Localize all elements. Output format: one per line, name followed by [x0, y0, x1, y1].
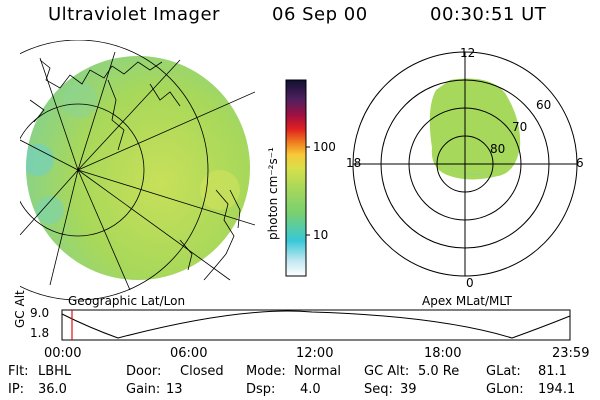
colorbar-unit-label: photon cm⁻²s⁻¹	[266, 147, 280, 240]
gc-alt-value: 5.0 Re	[418, 364, 460, 379]
altitude-curve	[61, 310, 571, 339]
ip-label: IP:	[8, 382, 25, 397]
seq-value: 39	[400, 382, 417, 397]
mlt-label-12: 12	[460, 46, 476, 60]
geographic-image-panel	[20, 40, 255, 300]
polar-caption: Apex MLat/MLT	[422, 294, 512, 308]
gc-alt-label: GC Alt:	[364, 364, 410, 379]
glat-value: 81.1	[538, 364, 567, 379]
time-tick-0000: 00:00	[44, 346, 82, 361]
glon-label: GLon:	[486, 382, 524, 397]
mlt-label-6: 6	[576, 156, 584, 170]
mode-label: Mode:	[246, 364, 286, 379]
lat-label-70: 70	[512, 120, 528, 134]
earth-disk	[26, 56, 250, 280]
coastlines	[29, 59, 241, 281]
lat-lon-grid	[20, 40, 255, 300]
time-tick-2359: 23:59	[552, 346, 590, 361]
gain-value: 13	[166, 382, 183, 397]
geo-caption: Geographic Lat/Lon	[68, 294, 186, 308]
door-value: Closed	[180, 364, 224, 379]
colorbar-tick-100: 100	[313, 140, 336, 154]
time-label: 00:30:51 UT	[430, 4, 547, 25]
polar-grid	[352, 51, 578, 277]
dsp-value: 4.0	[300, 382, 321, 397]
time-tick-1800: 18:00	[424, 346, 462, 361]
auroral-oval	[429, 78, 521, 180]
gain-label: Gain:	[126, 382, 161, 397]
time-tick-0600: 06:00	[170, 346, 208, 361]
glat-label: GLat:	[486, 364, 521, 379]
glon-value: 194.1	[538, 382, 576, 397]
ip-value: 36.0	[38, 382, 67, 397]
polar-panel	[352, 51, 578, 277]
mlt-label-0: 0	[466, 276, 474, 290]
altitude-axis-title: GC Alt	[13, 290, 27, 328]
colorbar-tick-10: 10	[313, 228, 329, 242]
instrument-title: Ultraviolet Imager	[48, 4, 220, 25]
alt-tick-1-8: 1.8	[30, 326, 50, 340]
filter-label: Flt:	[8, 364, 29, 379]
date-label: 06 Sep 00	[272, 4, 368, 25]
mode-value: Normal	[294, 364, 342, 379]
seq-label: Seq:	[364, 382, 393, 397]
lat-label-80: 80	[490, 142, 506, 156]
filter-value: LBHL	[38, 364, 72, 379]
dsp-label: Dsp:	[246, 382, 276, 397]
door-label: Door:	[126, 364, 162, 379]
lat-label-60: 60	[536, 98, 552, 112]
mlt-label-18: 18	[346, 156, 362, 170]
color-bar	[285, 79, 310, 277]
time-tick-1200: 12:00	[296, 346, 334, 361]
alt-tick-9: 9.0	[30, 306, 50, 320]
altitude-strip	[61, 309, 571, 341]
